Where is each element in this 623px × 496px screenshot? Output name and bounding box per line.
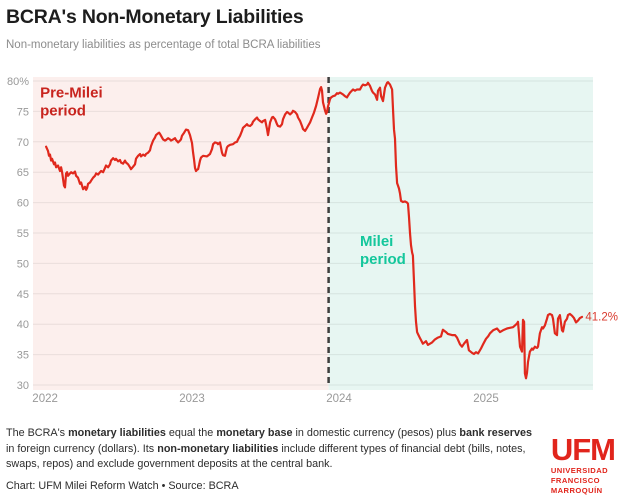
milei-region xyxy=(328,77,593,390)
y-tick-label-75: 75 xyxy=(17,106,29,118)
credit-line: Chart: UFM Milei Reform Watch • Source: … xyxy=(6,479,239,492)
footer: The BCRA's monetary liabilities equal th… xyxy=(6,426,617,495)
ufm-logo-line-2: FRANCISCO xyxy=(550,475,601,485)
y-tick-label-50: 50 xyxy=(17,258,29,270)
footnote-text: equal the xyxy=(165,427,217,439)
y-tick-label-60: 60 xyxy=(17,198,29,210)
y-tick-label-35: 35 xyxy=(17,350,29,362)
ufm-logo-line-3: MARROQUÍN xyxy=(550,485,603,495)
footnote-bold-term: monetary base xyxy=(216,427,293,439)
footnote-text: in foreign currency (dollars). Its xyxy=(6,442,158,455)
milei-label-line-1: Milei xyxy=(360,233,393,250)
ufm-logo: UFM UNIVERSIDAD FRANCISCO MARROQUÍN xyxy=(550,432,616,495)
ufm-logo-acronym: UFM xyxy=(550,432,616,467)
page-title: BCRA's Non-Monetary Liabilities xyxy=(6,6,304,28)
footnote-text: include different types of financial deb… xyxy=(6,442,526,471)
x-tick-label-2025: 2025 xyxy=(473,393,499,405)
line-chart: 30 35 40 45 50 55 60 65 70 75 80% 2022 2023 2024 2025 P… xyxy=(7,76,618,405)
ufm-logo-line-1: UNIVERSIDAD xyxy=(550,466,609,476)
y-tick-label-45: 45 xyxy=(17,289,29,301)
last-value-label: 41.2% xyxy=(585,312,618,324)
footnote: The BCRA's monetary liabilities equal th… xyxy=(6,426,534,473)
chart-subtitle: Non-monetary liabilities as percentage o… xyxy=(6,39,321,51)
y-tick-label-70: 70 xyxy=(17,137,29,149)
milei-label-line-2: period xyxy=(360,251,406,268)
footnote-bold-term: non-monetary liabilities xyxy=(157,442,279,455)
footnote-bold-term: monetary liabilities xyxy=(68,427,166,439)
y-tick-label-80: 80% xyxy=(7,76,29,88)
y-tick-label-55: 55 xyxy=(17,228,29,240)
footnote-text: The BCRA's xyxy=(6,427,69,439)
footnote-text: in domestic currency (pesos) plus xyxy=(292,427,460,439)
footnote-bold-term: bank reserves xyxy=(459,427,532,439)
y-tick-label-65: 65 xyxy=(17,167,29,179)
pre-milei-label-line-1: Pre-Milei xyxy=(40,84,103,101)
pre-milei-region xyxy=(33,77,329,390)
x-tick-label-2024: 2024 xyxy=(326,393,352,405)
y-tick-label-40: 40 xyxy=(17,319,29,331)
x-tick-label-2023: 2023 xyxy=(179,393,205,405)
y-tick-label-30: 30 xyxy=(17,380,29,392)
pre-milei-label-line-2: period xyxy=(40,102,86,119)
series-line xyxy=(45,81,584,380)
x-tick-label-2022: 2022 xyxy=(32,393,58,405)
